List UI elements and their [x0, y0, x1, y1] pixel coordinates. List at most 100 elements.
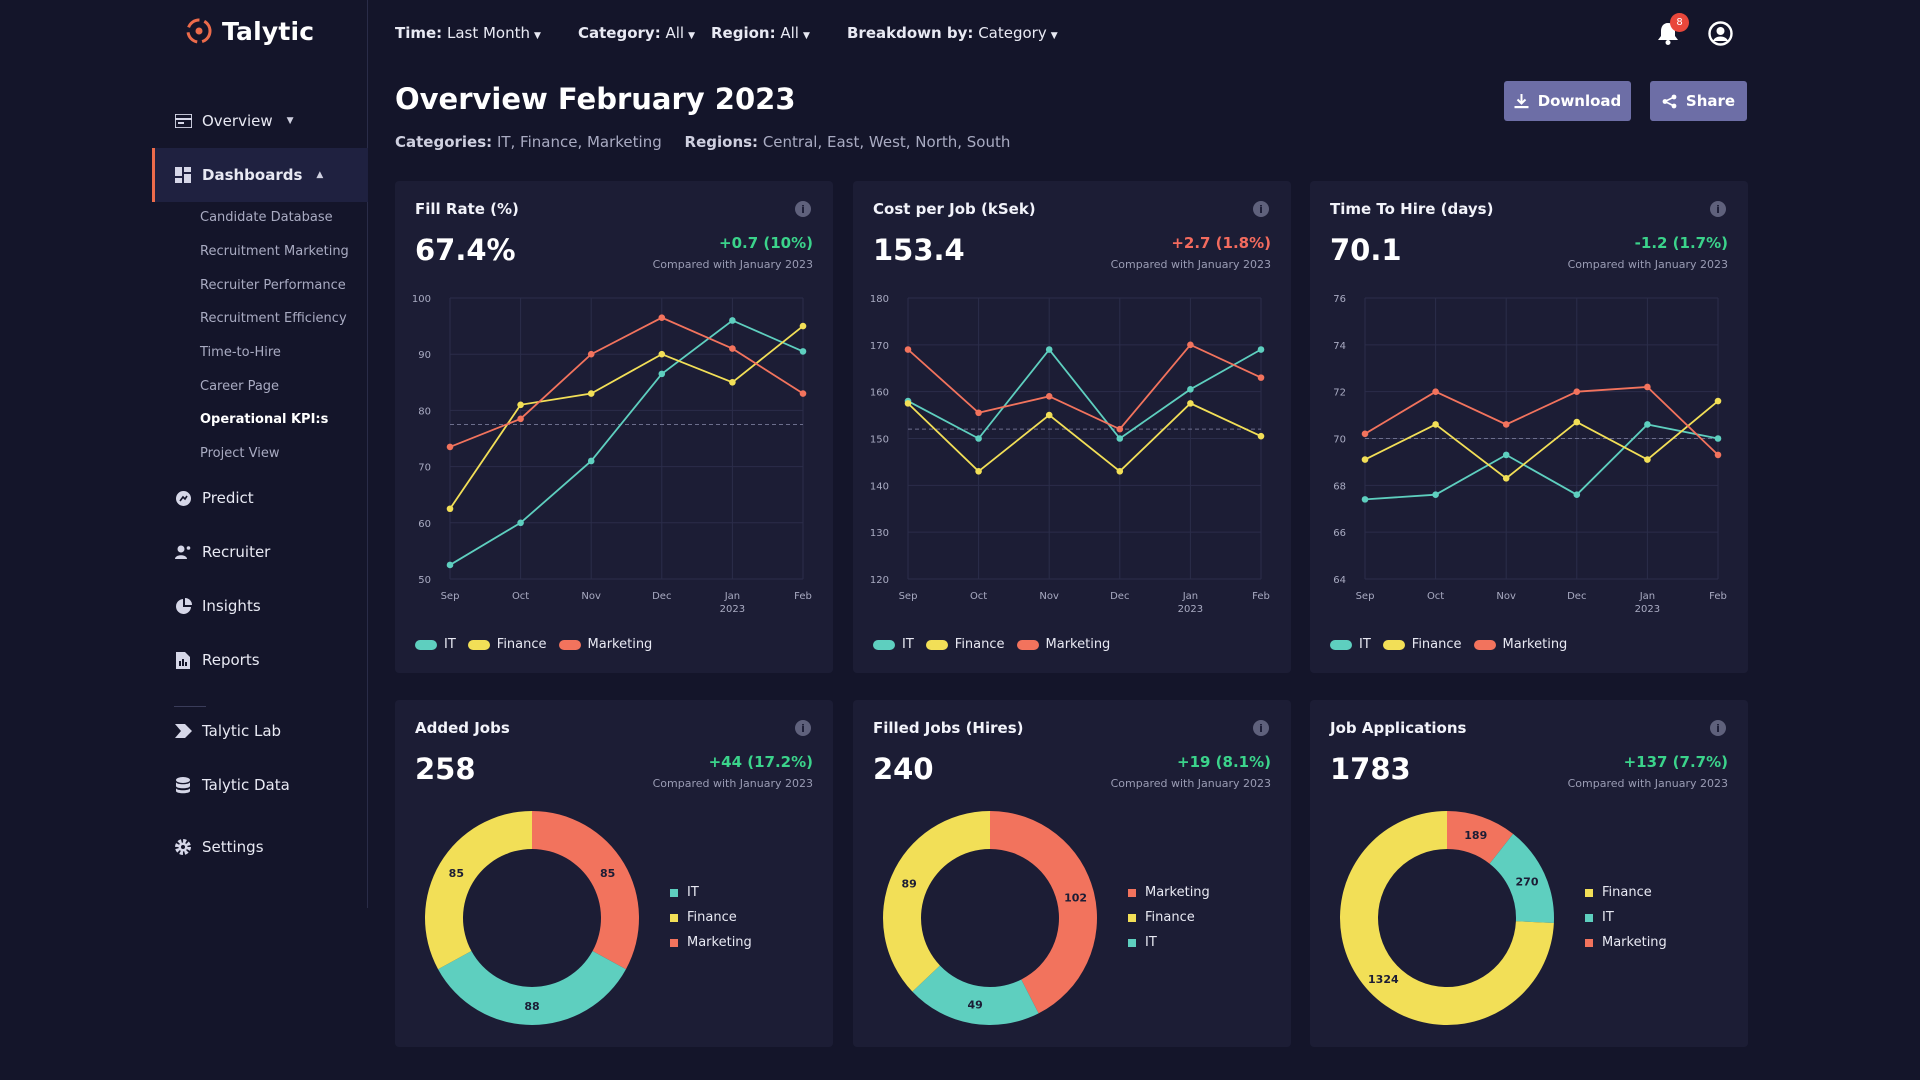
x-tick-label: Oct — [1427, 591, 1444, 602]
x-tick-label: Jan — [1639, 591, 1655, 602]
subnav-recruiter-performance[interactable]: Recruiter Performance — [200, 278, 346, 293]
legend-item-finance[interactable]: Finance — [670, 905, 752, 930]
card-title: Cost per Job (kSek) — [873, 200, 1036, 218]
job-applications-donut-chart: 189 270 1324 — [1340, 811, 1554, 1025]
subnav-career-page[interactable]: Career Page — [200, 379, 280, 394]
nav-reports[interactable]: Reports — [152, 633, 368, 687]
nav-insights[interactable]: Insights — [152, 579, 368, 633]
nav-overview[interactable]: Overview ▼ — [152, 94, 368, 148]
legend-item-marketing[interactable]: Marketing — [670, 930, 752, 955]
data-point-it — [1116, 435, 1124, 442]
info-icon[interactable]: i — [795, 201, 811, 217]
legend-item-it[interactable]: IT — [1585, 905, 1667, 930]
kpi-value: 258 — [415, 752, 476, 786]
nav-predict[interactable]: Predict — [152, 471, 368, 525]
info-icon[interactable]: i — [1710, 720, 1726, 736]
legend-item-it[interactable]: IT — [670, 880, 752, 905]
legend-swatch — [1128, 913, 1136, 922]
legend-item-finance[interactable]: Finance — [1128, 905, 1210, 930]
legend-label: IT — [902, 637, 914, 652]
legend-swatch — [1585, 913, 1593, 922]
region-filter[interactable]: Region: All ▼ — [711, 24, 810, 42]
download-button[interactable]: Download — [1504, 81, 1631, 121]
series-line-it — [907, 348, 1262, 440]
region-filter-label: Region: — [711, 24, 776, 42]
time-to-hire-card: Time To Hire (days) i 70.1 -1.2 (1.7%) C… — [1310, 181, 1748, 673]
data-point-it — [517, 519, 524, 527]
data-point-it — [1573, 491, 1581, 499]
chart-legend: IT Finance Marketing — [1330, 637, 1567, 652]
data-point-finance — [975, 467, 982, 475]
data-point-finance — [658, 350, 666, 358]
legend-label: IT — [687, 885, 699, 900]
legend-item-it[interactable]: IT — [1128, 930, 1210, 955]
donut-value-label: 85 — [600, 867, 615, 880]
legend-item-finance[interactable]: Finance — [1382, 637, 1462, 652]
share-button[interactable]: Share — [1650, 81, 1747, 121]
info-icon[interactable]: i — [1253, 720, 1269, 736]
nav-settings[interactable]: Settings — [152, 820, 368, 874]
nav-recruiter[interactable]: Recruiter — [152, 525, 368, 579]
legend-item-marketing[interactable]: Marketing — [1585, 930, 1667, 955]
pie-chart-icon — [174, 597, 192, 615]
user-avatar-icon[interactable] — [1708, 21, 1733, 46]
legend-item-finance[interactable]: Finance — [925, 637, 1005, 652]
data-point-finance — [1644, 456, 1651, 463]
y-tick-label: 100 — [412, 294, 431, 305]
info-icon[interactable]: i — [795, 720, 811, 736]
data-point-finance — [799, 322, 807, 330]
subnav-operational-kpis[interactable]: Operational KPI:s — [200, 412, 329, 427]
page-title: Overview February 2023 — [395, 82, 796, 116]
legend-item-it[interactable]: IT — [1330, 637, 1371, 652]
kpi-compare: Compared with January 2023 — [1567, 258, 1728, 271]
legend-item-it[interactable]: IT — [415, 637, 456, 652]
subnav-time-to-hire[interactable]: Time-to-Hire — [200, 345, 281, 360]
legend-swatch — [670, 913, 678, 922]
subnav-candidate-database[interactable]: Candidate Database — [200, 210, 333, 225]
subnav-recruitment-efficiency[interactable]: Recruitment Efficiency — [200, 311, 347, 326]
categories-value: IT, Finance, Marketing — [496, 133, 662, 151]
nav-dashboards[interactable]: Dashboards ▲ — [152, 148, 368, 202]
regions-label: Regions: — [684, 133, 759, 151]
kpi-delta: +0.7 (10%) — [719, 234, 813, 252]
nav-insights-label: Insights — [202, 597, 261, 615]
data-point-it — [1714, 435, 1722, 442]
subnav-recruitment-marketing[interactable]: Recruitment Marketing — [200, 244, 349, 259]
legend-item-it[interactable]: IT — [873, 637, 914, 652]
legend-item-finance[interactable]: Finance — [467, 637, 547, 652]
data-point-finance — [446, 505, 454, 513]
y-tick-label: 180 — [870, 294, 889, 305]
y-tick-label: 60 — [418, 519, 431, 530]
nav-talytic-lab[interactable]: Talytic Lab — [152, 704, 368, 758]
dashboard-icon — [174, 166, 192, 184]
data-point-finance — [729, 379, 736, 386]
legend-item-marketing[interactable]: Marketing — [1016, 637, 1110, 652]
chart-legend: IT Finance Marketing — [873, 637, 1110, 652]
x-tick-label: Jan — [724, 591, 740, 602]
data-point-marketing — [1714, 451, 1722, 459]
info-icon[interactable]: i — [1253, 201, 1269, 217]
y-tick-label: 72 — [1333, 388, 1346, 399]
category-filter[interactable]: Category: All ▼ — [578, 24, 695, 42]
legend-item-finance[interactable]: Finance — [1585, 880, 1667, 905]
regions-value: Central, East, West, North, South — [762, 133, 1011, 151]
info-icon[interactable]: i — [1710, 201, 1726, 217]
nav-predict-label: Predict — [202, 489, 254, 507]
breakdown-filter[interactable]: Breakdown by: Category ▼ — [847, 24, 1058, 42]
legend-label: Finance — [1145, 910, 1195, 925]
data-point-it — [1045, 346, 1053, 353]
nav-talytic-data[interactable]: Talytic Data — [152, 758, 368, 812]
subnav-project-view[interactable]: Project View — [200, 446, 280, 461]
sidebar: Talytic Overview ▼ Dashboards ▲ Candidat… — [0, 0, 368, 908]
x-tick-label: Nov — [1039, 591, 1059, 602]
donut-value-label: 85 — [449, 867, 464, 880]
kpi-compare: Compared with January 2023 — [652, 258, 813, 271]
legend-item-marketing[interactable]: Marketing — [558, 637, 652, 652]
time-filter[interactable]: Time: Last Month ▼ — [395, 24, 541, 42]
app-logo[interactable]: Talytic — [184, 16, 314, 46]
nav-talytic-data-label: Talytic Data — [202, 776, 290, 794]
x-tick-label: Sep — [1356, 591, 1375, 602]
legend-item-marketing[interactable]: Marketing — [1473, 637, 1567, 652]
legend-item-marketing[interactable]: Marketing — [1128, 880, 1210, 905]
x-tick-label: Feb — [1709, 591, 1727, 602]
